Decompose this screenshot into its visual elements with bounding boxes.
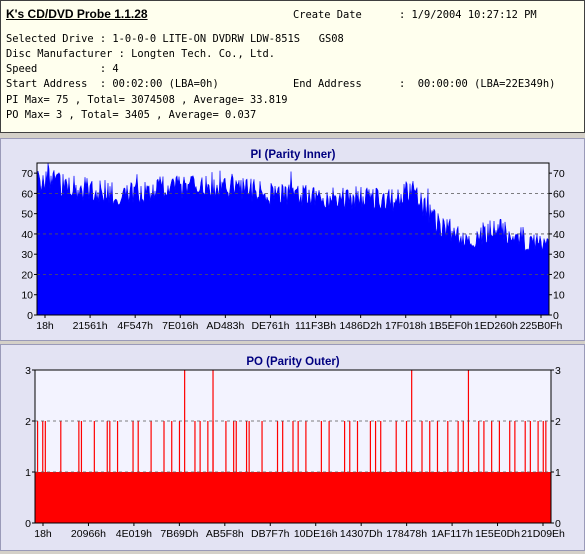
- x-tick-label: 4E019h: [116, 528, 152, 540]
- x-tick-label: DE761h: [251, 320, 289, 332]
- y-tick-label-left: 1: [25, 467, 31, 479]
- y-tick-label-left: 2: [25, 416, 31, 428]
- y-tick-label-left: 50: [21, 209, 33, 221]
- x-tick-label: 7E016h: [162, 320, 198, 332]
- x-tick-label: 111F3Bh: [295, 320, 336, 332]
- y-tick-label-left: 70: [21, 168, 33, 180]
- y-tick-label-left: 40: [21, 229, 33, 241]
- y-tick-label-left: 3: [25, 365, 31, 377]
- x-tick-label: 14307Dh: [340, 528, 383, 540]
- y-tick-label-right: 1: [555, 467, 561, 479]
- y-tick-label-right: 70: [553, 168, 565, 180]
- x-tick-label: 1E5E0Dh: [475, 528, 520, 540]
- x-tick-label: 18h: [34, 528, 52, 540]
- po-chart-panel: PO (Parity Outer) 0 0 1 1 2 2 3 3 18h 20966h 4E019h…: [0, 344, 585, 551]
- end-address-value: : 00:00:00 (LBA=22E349h): [399, 78, 556, 90]
- y-tick-label-right: 60: [553, 188, 565, 200]
- x-tick-label: 1AF117h: [431, 528, 473, 540]
- x-tick-label: 21D09Eh: [521, 528, 565, 540]
- x-tick-label: 18h: [36, 320, 54, 332]
- selected-drive: Selected Drive : 1-0-0-0 LITE-ON DVDRW L…: [6, 33, 344, 45]
- y-tick-label-right: 3: [555, 365, 561, 377]
- create-date-value: : 1/9/2004 10:27:12 PM: [399, 9, 537, 21]
- info-panel: K's CD/DVD Probe 1.1.28 Create Date : 1/…: [0, 0, 585, 133]
- x-tick-label: 225B0Fh: [520, 320, 563, 332]
- y-tick-label-right: 10: [553, 290, 565, 302]
- x-tick-label: AB5F8h: [206, 528, 244, 540]
- app-title: K's CD/DVD Probe 1.1.28: [6, 7, 148, 21]
- y-tick-label-right: 0: [553, 310, 559, 322]
- y-tick-label-right: 30: [553, 249, 565, 261]
- pi-chart: PI (Parity Inner) 0 0 10 10 20 20 30 30 40 40 50 50 6…: [21, 149, 565, 332]
- x-tick-label: 1ED260h: [474, 320, 518, 332]
- end-address-label: End Address: [293, 78, 362, 90]
- x-tick-label: 178478h: [386, 528, 427, 540]
- y-tick-label-left: 0: [25, 518, 31, 530]
- chart-title: PI (Parity Inner): [251, 149, 336, 161]
- create-date-label: Create Date: [293, 9, 362, 21]
- y-tick-label-left: 0: [27, 310, 33, 322]
- x-tick-label: 21561h: [73, 320, 108, 332]
- start-address: Start Address : 00:02:00 (LBA=0h): [6, 78, 219, 90]
- x-tick-label: 1486D2h: [339, 320, 382, 332]
- y-tick-label-right: 2: [555, 416, 561, 428]
- y-tick-label-right: 50: [553, 209, 565, 221]
- pi-series-area: [36, 162, 550, 316]
- pi-chart-panel: PI (Parity Inner) 0 0 10 10 20 20 30 30 40 40 50 50 6…: [0, 138, 585, 341]
- x-tick-label: 4F547h: [117, 320, 153, 332]
- y-tick-label-right: 20: [553, 269, 565, 281]
- y-tick-label-left: 60: [21, 188, 33, 200]
- po-chart: PO (Parity Outer) 0 0 1 1 2 2 3 3 18h 20966h 4E019h…: [25, 356, 565, 540]
- chart-title: PO (Parity Outer): [246, 356, 339, 368]
- x-tick-label: DB7F7h: [251, 528, 290, 540]
- y-tick-label-left: 10: [21, 290, 33, 302]
- disc-manufacturer: Disc Manufacturer : Longten Tech. Co., L…: [6, 48, 275, 60]
- x-tick-label: 17F018h: [385, 320, 427, 332]
- y-tick-label-right: 40: [553, 229, 565, 241]
- y-tick-label-left: 30: [21, 249, 33, 261]
- speed: Speed : 4: [6, 63, 119, 75]
- plot-border: [36, 162, 550, 316]
- x-tick-label: 10DE16h: [294, 528, 338, 540]
- x-tick-label: 20966h: [71, 528, 106, 540]
- x-tick-label: 1B5EF0h: [429, 320, 473, 332]
- po-stats: PO Max= 3 , Total= 3405 , Average= 0.037: [6, 109, 257, 121]
- pi-stats: PI Max= 75 , Total= 3074508 , Average= 3…: [6, 94, 288, 106]
- plot-border: [34, 369, 552, 524]
- x-tick-label: AD483h: [206, 320, 244, 332]
- y-tick-label-left: 20: [21, 269, 33, 281]
- x-tick-label: 7B69Dh: [160, 528, 198, 540]
- y-tick-label-right: 0: [555, 518, 561, 530]
